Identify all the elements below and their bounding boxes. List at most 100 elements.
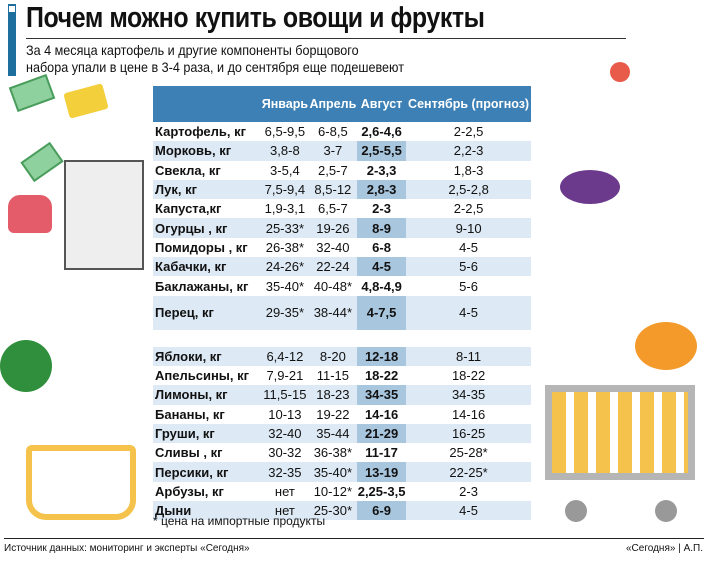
table-row: Кабачки, кг 24-26* 22-24 4-5 5-6 xyxy=(153,257,531,277)
footnote: * цена на импортные продукты xyxy=(153,514,326,528)
credit-text: «Сегодня» | А.П. xyxy=(625,543,703,554)
product-name: Перец, кг xyxy=(153,295,261,330)
price-september: 5-6 xyxy=(459,278,478,294)
price-january: 6,5-9,5 xyxy=(264,124,306,140)
price-january: 11,5-15 xyxy=(261,385,309,405)
col-header-april: Апрель xyxy=(308,86,357,122)
product-name: Капуста,кг xyxy=(155,201,222,217)
subtitle: За 4 месяца картофель и другие компонент… xyxy=(26,42,404,76)
price-january: 3,8-8 xyxy=(261,141,309,161)
price-august: 34-35 xyxy=(356,385,407,405)
price-january: 25-33* xyxy=(261,218,309,238)
price-august: 11-17 xyxy=(365,445,398,461)
price-september: 14-16 xyxy=(451,406,486,422)
section-gap xyxy=(153,329,531,347)
product-name: Огурцы , кг xyxy=(153,218,261,238)
price-september: 8-11 xyxy=(406,346,531,366)
subtitle-line-2: набора упали в цене в 3-4 раза, и до сен… xyxy=(26,59,404,75)
price-april: 25-30* xyxy=(308,501,357,521)
subtitle-line-1: За 4 месяца картофель и другие компонент… xyxy=(26,42,359,58)
table-row: Помидоры , кг 26-38* 32-40 6-8 4-5 xyxy=(153,238,531,257)
wallet-icon xyxy=(8,195,52,233)
price-april: 6,5-7 xyxy=(318,201,348,217)
price-april: 3-7 xyxy=(308,141,357,161)
price-april: 19-22 xyxy=(316,406,350,422)
footer-divider xyxy=(4,538,704,539)
price-january: 1,9-3,1 xyxy=(264,201,306,217)
product-name: Кабачки, кг xyxy=(153,257,261,277)
title-accent-bar xyxy=(8,4,16,76)
table-row: Апельсины, кг 7,9-21 11-15 18-22 18-22 xyxy=(153,366,531,385)
price-april: 8,5-12 xyxy=(308,179,357,200)
table-row: Морковь, кг 3,8-8 3-7 2,5-5,5 2,2-3 xyxy=(153,141,531,161)
price-august: 2-3 xyxy=(372,201,391,217)
product-name: Апельсины, кг xyxy=(155,368,250,384)
price-september: 4-5 xyxy=(406,501,531,521)
price-january: 29-35* xyxy=(261,295,309,330)
price-january: нет xyxy=(274,483,295,499)
price-april: 36-38* xyxy=(313,445,353,461)
price-april: 35-40* xyxy=(308,462,357,482)
price-august: 13-19 xyxy=(356,462,407,482)
price-september: 4-5 xyxy=(406,295,531,330)
price-august: 21-29 xyxy=(356,423,407,444)
table-row: Свекла, кг 3-5,4 2,5-7 2-3,3 1,8-3 xyxy=(153,161,531,180)
price-april: 35-44 xyxy=(308,423,357,444)
money-icon xyxy=(20,141,64,183)
col-header-september: Сентябрь (прогноз) xyxy=(406,86,531,122)
table-row: Картофель, кг 6,5-9,5 6-8,5 2,6-4,6 2-2,5 xyxy=(153,122,531,141)
price-january: 7,5-9,4 xyxy=(261,179,309,200)
table-row: Баклажаны, кг 35-40* 40-48* 4,8-4,9 5-6 xyxy=(153,276,531,295)
price-august: 4-5 xyxy=(356,257,407,277)
table-row: Груши, кг 32-40 35-44 21-29 16-25 xyxy=(153,423,531,444)
col-header-august: Август xyxy=(356,86,407,122)
price-april: 40-48* xyxy=(313,278,353,294)
product-name: Арбузы, кг xyxy=(155,483,224,499)
source-text: Источник данных: мониторинг и эксперты «… xyxy=(4,543,250,554)
cash-register-icon xyxy=(64,160,144,270)
price-january: 3-5,4 xyxy=(270,162,300,178)
price-april: 2,5-7 xyxy=(318,162,348,178)
table-row: Капуста,кг 1,9-3,1 6,5-7 2-3 2-2,5 xyxy=(153,199,531,218)
credit-card-icon xyxy=(63,83,109,119)
price-table: Январь Апрель Август Сентябрь (прогноз) … xyxy=(153,86,531,521)
product-name: Картофель, кг xyxy=(155,124,247,140)
table-row: Бананы, кг 10-13 19-22 14-16 14-16 xyxy=(153,405,531,424)
basket-icon xyxy=(26,445,136,520)
table-row: Персики, кг 32-35 35-40* 13-19 22-25* xyxy=(153,462,531,482)
price-january: 26-38* xyxy=(265,239,305,255)
price-september: 34-35 xyxy=(406,385,531,405)
product-name: Яблоки, кг xyxy=(153,346,261,366)
price-september: 2-2,5 xyxy=(453,201,484,217)
title-divider xyxy=(26,38,626,39)
price-april: 6-8,5 xyxy=(318,124,348,140)
price-january: 32-40 xyxy=(261,423,309,444)
price-september: 2-3 xyxy=(459,483,478,499)
price-september: 5-6 xyxy=(406,257,531,277)
product-name: Баклажаны, кг xyxy=(155,278,249,294)
price-april: 11-15 xyxy=(316,368,350,384)
table-row: Дыни нет 25-30* 6-9 4-5 xyxy=(153,501,531,521)
product-name: Помидоры , кг xyxy=(155,239,248,255)
product-name: Сливы , кг xyxy=(155,445,223,461)
table-row: Лук, кг 7,5-9,4 8,5-12 2,8-3 2,5-2,8 xyxy=(153,179,531,200)
price-april: 38-44* xyxy=(308,295,357,330)
price-april: 10-12* xyxy=(313,483,353,499)
price-january: 24-26* xyxy=(261,257,309,277)
price-august: 2-3,3 xyxy=(366,162,397,178)
table-row: Яблоки, кг 6,4-12 8-20 12-18 8-11 xyxy=(153,346,531,366)
table-row: Сливы , кг 30-32 36-38* 11-17 25-28* xyxy=(153,443,531,462)
col-header-january: Январь xyxy=(261,86,309,122)
product-name: Лимоны, кг xyxy=(153,385,261,405)
product-name: Морковь, кг xyxy=(153,141,261,161)
cart-wheel-icon xyxy=(655,500,677,522)
price-april: 22-24 xyxy=(308,257,357,277)
product-name: Лук, кг xyxy=(153,179,261,200)
price-august: 2,6-4,6 xyxy=(361,124,402,140)
price-august: 2,25-3,5 xyxy=(357,483,406,499)
money-icon xyxy=(8,73,56,113)
price-september: 25-28* xyxy=(449,445,488,461)
price-january: 30-32 xyxy=(268,445,302,461)
page-title: Почем можно купить овощи и фрукты xyxy=(26,2,485,34)
price-august: 2,8-3 xyxy=(356,179,407,200)
